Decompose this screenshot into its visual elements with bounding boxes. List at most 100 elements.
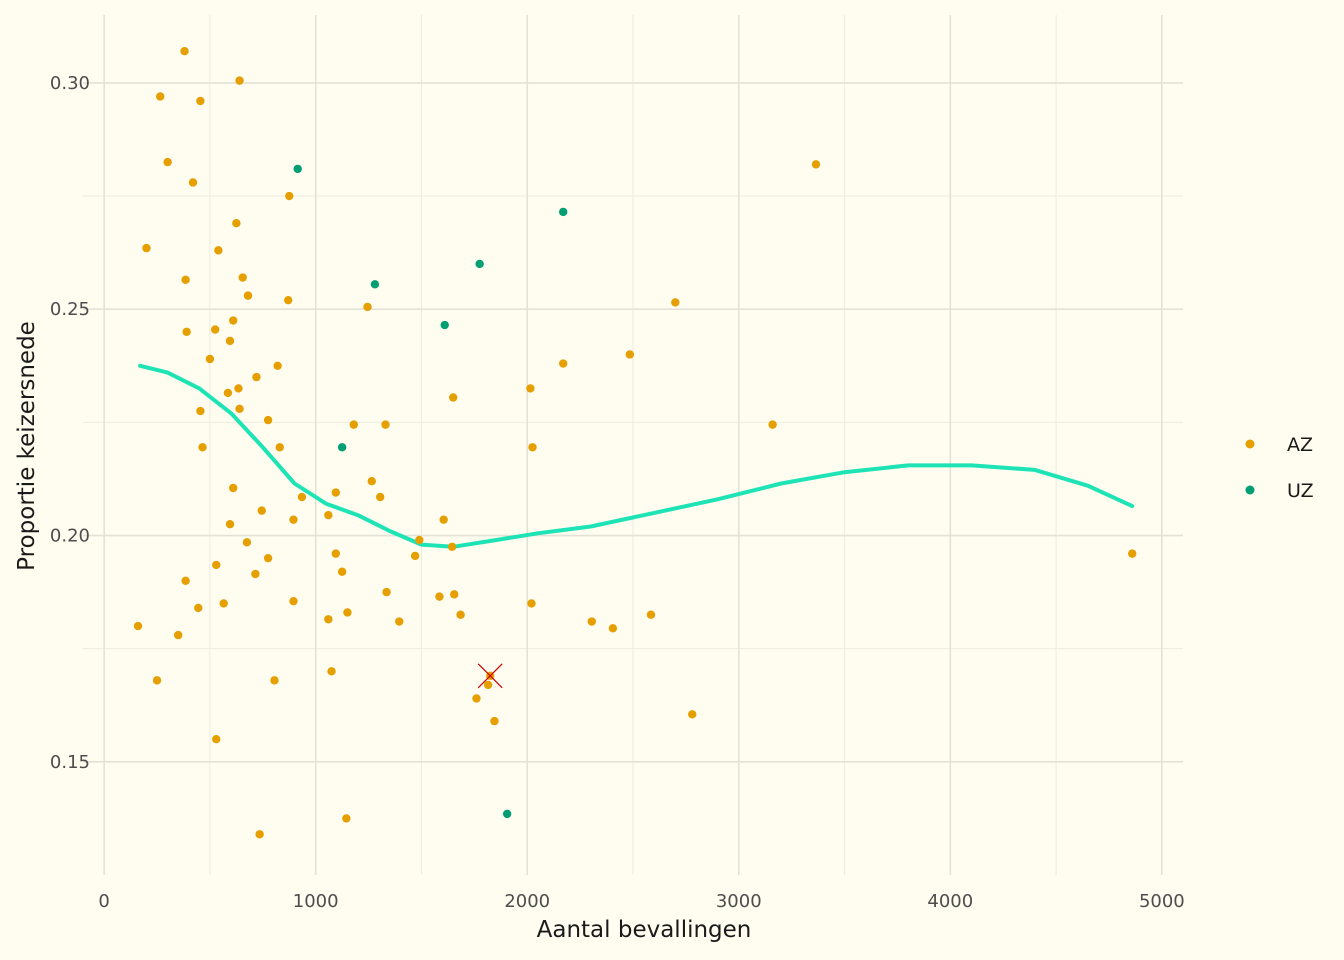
data-point-az [363, 302, 372, 312]
data-point-az [381, 420, 390, 429]
data-point-az [211, 325, 220, 334]
data-point-az [212, 735, 221, 744]
data-point-az [297, 492, 307, 502]
data-point-az [214, 246, 223, 255]
data-point-az [289, 515, 298, 524]
data-point-az [232, 219, 241, 228]
x-tick-label: 3000 [716, 891, 762, 912]
data-point-az [608, 624, 618, 633]
y-axis-title: Proportie keizersnede [14, 321, 40, 571]
data-point-az [180, 47, 189, 56]
data-point-az [219, 599, 228, 608]
data-point-az [163, 157, 172, 167]
data-point-az [395, 617, 404, 626]
data-point-az [367, 477, 376, 486]
data-point-az [152, 676, 162, 685]
legend: AZ UZ [1245, 434, 1314, 502]
data-point-uz [475, 259, 484, 269]
data-point-az [331, 549, 340, 558]
data-point-az [181, 275, 190, 284]
data-point-az [1128, 549, 1137, 558]
legend-label-uz: UZ [1287, 480, 1314, 502]
y-tick-label: 0.15 [50, 752, 90, 773]
data-point-az [243, 291, 253, 300]
data-point-az [343, 608, 352, 617]
data-point-az [558, 359, 568, 368]
annotation-x-marker [477, 663, 503, 689]
data-point-az [188, 178, 198, 187]
data-point-az [263, 415, 273, 425]
data-point-az [587, 617, 596, 626]
data-point-az [285, 191, 294, 201]
data-point-az [234, 384, 243, 393]
data-point-az [212, 560, 221, 570]
data-point-az [768, 420, 777, 429]
data-point-az [528, 443, 537, 452]
y-axis-ticks: 0.15 0.20 0.25 0.30 [50, 73, 90, 773]
data-point-az [242, 538, 252, 547]
x-tick-label: 0 [98, 891, 109, 912]
data-point-az [439, 515, 448, 524]
data-point-az [238, 273, 247, 282]
data-points-layer [133, 47, 1137, 839]
data-point-az [235, 76, 244, 85]
x-tick-label: 4000 [927, 891, 973, 912]
data-point-az [324, 615, 333, 624]
data-point-az [142, 243, 151, 253]
data-point-az [228, 316, 238, 325]
x-tick-label: 1000 [293, 891, 339, 912]
data-point-az [196, 96, 205, 106]
data-point-az [483, 680, 493, 690]
data-point-uz [558, 207, 568, 217]
data-point-az [337, 567, 347, 576]
x-tick-label: 2000 [504, 891, 550, 912]
data-point-az [526, 384, 535, 393]
data-point-az [252, 372, 261, 382]
data-point-az [349, 420, 358, 429]
data-point-uz [337, 443, 347, 452]
data-point-az [198, 443, 207, 452]
data-point-uz [440, 320, 449, 330]
data-point-uz [293, 164, 302, 174]
x-axis-title: Aantal bevallingen [537, 917, 752, 943]
data-point-az [472, 694, 481, 703]
data-point-az [450, 590, 459, 599]
data-point-az [283, 295, 293, 305]
data-point-az [194, 603, 203, 613]
data-point-az [228, 483, 238, 493]
data-point-az [182, 327, 191, 337]
data-point-az [490, 716, 499, 726]
data-point-az [376, 492, 385, 502]
data-point-az [251, 569, 260, 579]
data-point-az [289, 596, 298, 606]
data-point-az [435, 592, 444, 601]
data-point-az [270, 676, 279, 685]
data-point-az [181, 576, 190, 585]
data-point-az [205, 354, 215, 364]
data-point-az [342, 814, 351, 823]
data-point-az [255, 830, 264, 839]
data-point-az [173, 630, 183, 640]
y-tick-label: 0.25 [50, 299, 90, 320]
data-point-az [223, 388, 233, 398]
y-tick-label: 0.30 [50, 73, 90, 94]
grid [83, 15, 1183, 875]
x-axis-ticks: 0 1000 2000 3000 4000 5000 [98, 891, 1184, 912]
data-point-az [410, 551, 420, 561]
data-point-az [448, 393, 458, 402]
data-point-az [456, 610, 465, 619]
data-point-az [196, 406, 205, 416]
data-point-uz [502, 809, 512, 819]
data-point-az [527, 599, 536, 608]
data-point-az [327, 667, 336, 676]
data-point-az [225, 336, 235, 346]
data-point-az [671, 298, 680, 307]
data-point-az [811, 160, 821, 169]
data-point-az [275, 443, 284, 452]
data-point-az [273, 361, 282, 370]
data-point-uz [370, 280, 380, 289]
legend-key-az [1245, 439, 1255, 449]
data-point-az [225, 520, 235, 529]
legend-label-az: AZ [1287, 434, 1313, 456]
